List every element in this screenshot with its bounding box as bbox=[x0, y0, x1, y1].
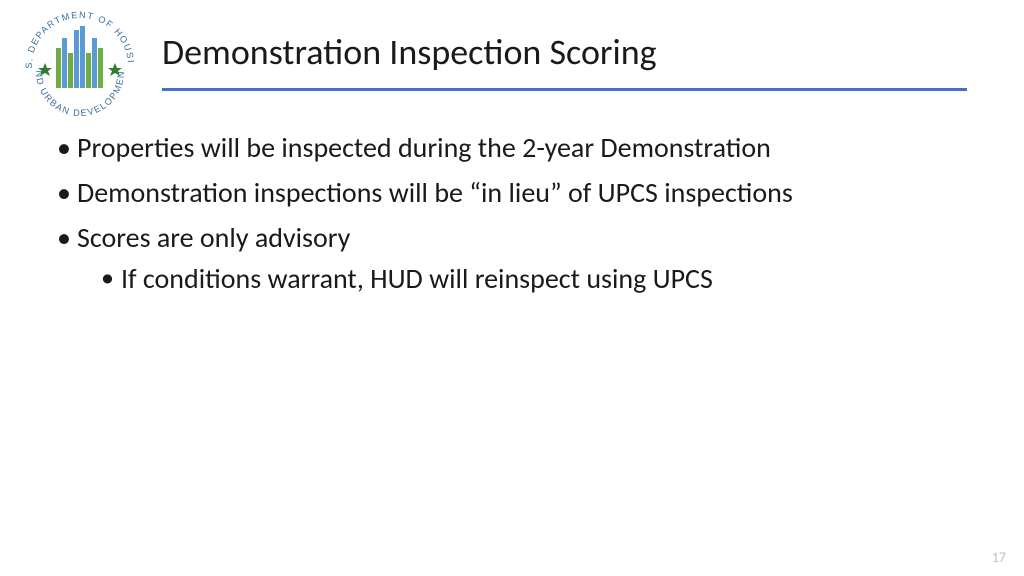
bullet-item: Demonstration inspections will be “in li… bbox=[55, 175, 969, 210]
title-underline bbox=[162, 88, 967, 91]
slide: U.S. DEPARTMENT OF HOUSING AND URBAN DEV… bbox=[0, 0, 1024, 576]
bullet-text: Demonstration inspections will be “in li… bbox=[77, 175, 793, 210]
bullet-item: Scores are only advisory If conditions w… bbox=[55, 220, 969, 296]
page-number: 17 bbox=[992, 549, 1006, 566]
bullet-text: Properties will be inspected during the … bbox=[77, 130, 771, 165]
hud-seal-logo: U.S. DEPARTMENT OF HOUSING AND URBAN DEV… bbox=[20, 8, 140, 118]
sub-bullet-item: If conditions warrant, HUD will reinspec… bbox=[97, 261, 969, 296]
bullet-text: If conditions warrant, HUD will reinspec… bbox=[121, 261, 713, 296]
bullet-item: Properties will be inspected during the … bbox=[55, 130, 969, 165]
bullet-text: Scores are only advisory bbox=[77, 220, 350, 255]
slide-body: Properties will be inspected during the … bbox=[55, 130, 969, 306]
slide-title: Demonstration Inspection Scoring bbox=[162, 30, 657, 74]
seal-bars bbox=[56, 26, 103, 88]
